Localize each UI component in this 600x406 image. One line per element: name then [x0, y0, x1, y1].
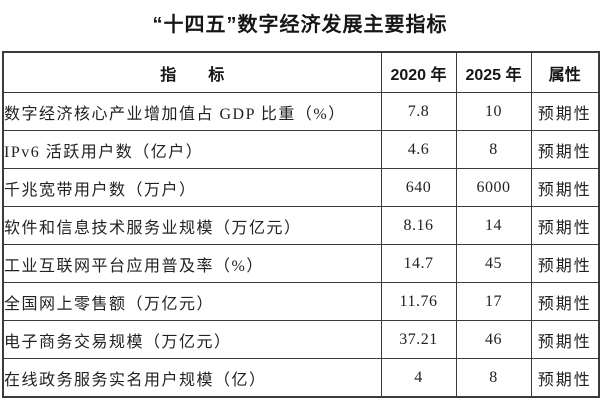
attribute-cell: 预期性: [530, 168, 600, 207]
value-2020-cell: 7.8: [380, 92, 457, 131]
column-header-indicator: 指 标: [2, 51, 382, 93]
page-title: “十四五”数字经济发展主要指标: [152, 14, 448, 36]
indicator-cell: 工业互联网平台应用普及率（%）: [2, 244, 382, 283]
indicator-cell: IPv6 活跃用户数（亿户）: [2, 130, 382, 169]
value-2025-cell: 10: [455, 92, 532, 131]
table-row: 在线政务服务实名用户规模（亿） 4 8 预期性: [2, 358, 600, 398]
value-2025-cell: 8: [455, 130, 532, 169]
table-row: 全国网上零售额（万亿元） 11.76 17 预期性: [2, 282, 600, 321]
indicator-cell: 千兆宽带用户数（万户）: [2, 168, 382, 207]
column-header-2025: 2025 年: [455, 51, 532, 93]
attribute-cell: 预期性: [530, 358, 600, 398]
value-2020-cell: 8.16: [380, 206, 457, 245]
indicator-cell: 数字经济核心产业增加值占 GDP 比重（%）: [2, 92, 382, 131]
table-row: 工业互联网平台应用普及率（%） 14.7 45 预期性: [2, 244, 600, 283]
value-2020-cell: 14.7: [380, 244, 457, 283]
value-2020-cell: 640: [380, 168, 457, 207]
attribute-cell: 预期性: [530, 206, 600, 245]
indicator-cell: 电子商务交易规模（万亿元）: [2, 320, 382, 359]
value-2025-cell: 46: [455, 320, 532, 359]
value-2020-cell: 4: [380, 358, 457, 398]
table-row: 电子商务交易规模（万亿元） 37.21 46 预期性: [2, 320, 600, 359]
value-2020-cell: 37.21: [380, 320, 457, 359]
value-2025-cell: 14: [455, 206, 532, 245]
value-2020-cell: 11.76: [380, 282, 457, 321]
indicators-table: 指 标 2020 年 2025 年 属性 数字经济核心产业增加值占 GDP 比重…: [2, 51, 600, 398]
table-header-row: 指 标 2020 年 2025 年 属性: [2, 51, 600, 93]
indicator-cell: 在线政务服务实名用户规模（亿）: [2, 358, 382, 398]
attribute-cell: 预期性: [530, 92, 600, 131]
value-2020-cell: 4.6: [380, 130, 457, 169]
table-row: IPv6 活跃用户数（亿户） 4.6 8 预期性: [2, 130, 600, 169]
attribute-cell: 预期性: [530, 244, 600, 283]
table-row: 数字经济核心产业增加值占 GDP 比重（%） 7.8 10 预期性: [2, 92, 600, 131]
attribute-cell: 预期性: [530, 130, 600, 169]
value-2025-cell: 45: [455, 244, 532, 283]
table-row: 软件和信息技术服务业规模（万亿元） 8.16 14 预期性: [2, 206, 600, 245]
column-header-2020: 2020 年: [380, 51, 457, 93]
value-2025-cell: 6000: [455, 168, 532, 207]
indicator-cell: 软件和信息技术服务业规模（万亿元）: [2, 206, 382, 245]
column-header-attribute: 属性: [530, 51, 600, 93]
table-row: 千兆宽带用户数（万户） 640 6000 预期性: [2, 168, 600, 207]
value-2025-cell: 8: [455, 358, 532, 398]
attribute-cell: 预期性: [530, 320, 600, 359]
attribute-cell: 预期性: [530, 282, 600, 321]
indicator-cell: 全国网上零售额（万亿元）: [2, 282, 382, 321]
value-2025-cell: 17: [455, 282, 532, 321]
